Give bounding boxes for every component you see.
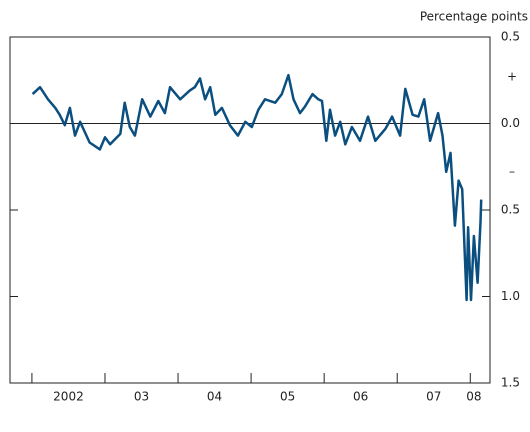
x-tick-label: 03	[134, 390, 149, 404]
y-tick-label: 1.0	[501, 289, 520, 303]
plot-frame	[9, 36, 491, 384]
x-tick-label: 04	[207, 390, 222, 404]
sign-label: +	[507, 70, 517, 84]
x-tick-label: 08	[466, 390, 481, 404]
y-tick-label: 0.5	[501, 203, 520, 217]
sign-label: –	[509, 165, 515, 179]
y-tick-label: 1.5	[501, 376, 520, 390]
x-tick-label: 06	[353, 390, 368, 404]
y-tick-label: 0.0	[501, 116, 520, 130]
x-tick-label: 2002	[53, 390, 84, 404]
x-tick-label: 07	[426, 390, 441, 404]
x-tick-label: 05	[280, 390, 295, 404]
data-line	[31, 73, 483, 302]
y-tick-label: 0.5	[501, 30, 520, 44]
unit-label: Percentage points	[420, 10, 528, 24]
